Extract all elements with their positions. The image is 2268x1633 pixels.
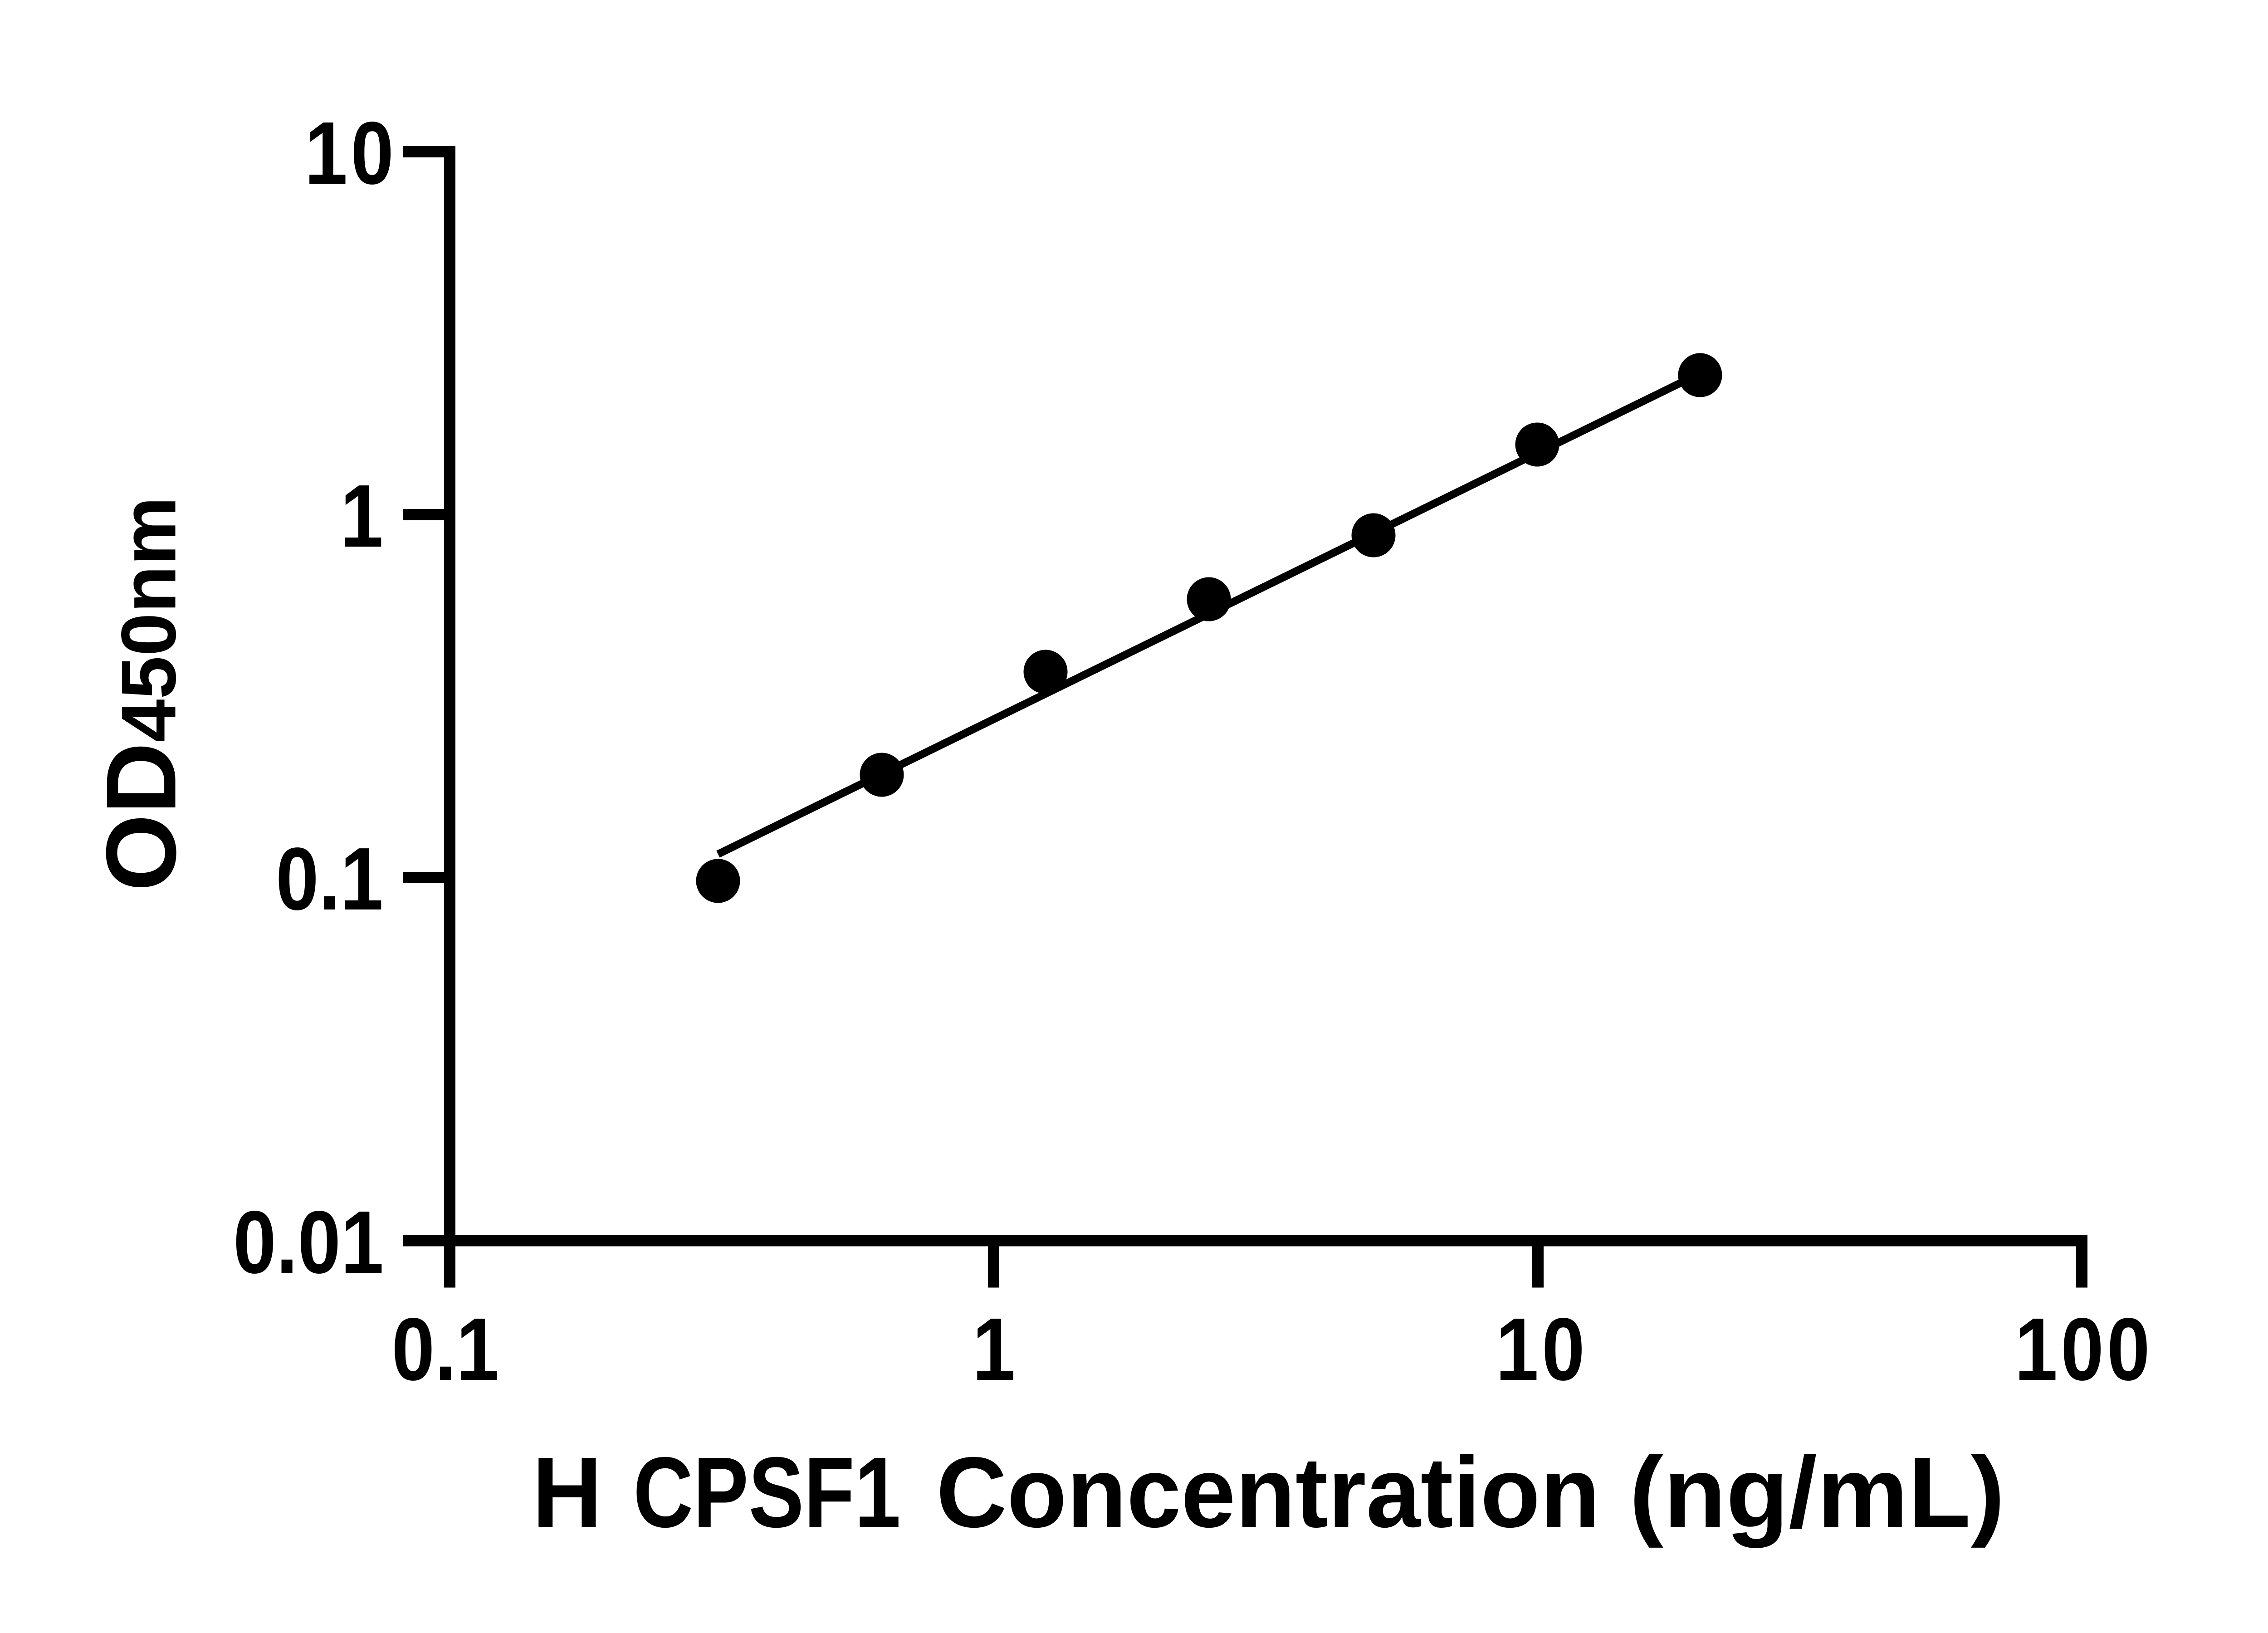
svg-text:1: 1: [973, 1300, 1016, 1399]
svg-text:H: H: [532, 1437, 602, 1549]
svg-text:10: 10: [1496, 1300, 1588, 1399]
svg-text:100: 100: [2014, 1300, 2153, 1399]
svg-text:0.1: 0.1: [391, 1300, 499, 1399]
svg-text:1: 1: [340, 466, 383, 566]
svg-text:0.01: 0.01: [233, 1193, 384, 1292]
svg-text:CPSF1: CPSF1: [633, 1436, 901, 1548]
svg-text:0.1: 0.1: [276, 829, 383, 929]
svg-text:(ng/mL): (ng/mL): [1629, 1437, 2005, 1548]
svg-text:Concentration: Concentration: [936, 1437, 1600, 1549]
svg-text:10: 10: [304, 103, 397, 203]
svg-text:OD450nm: OD450nm: [86, 497, 197, 891]
